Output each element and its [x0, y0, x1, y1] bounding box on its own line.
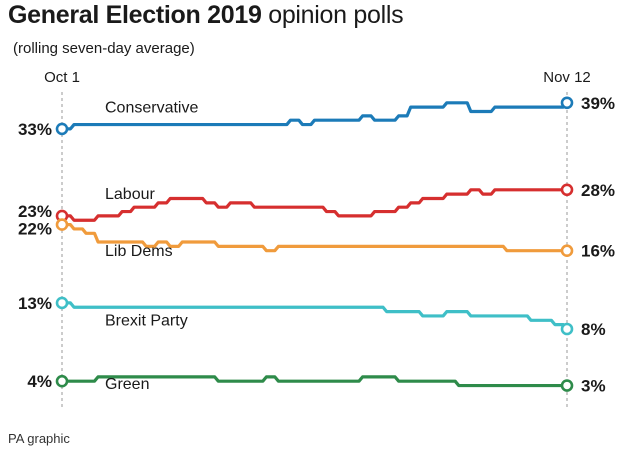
series-line-conservative [60, 101, 569, 131]
end-marker-green [560, 379, 574, 392]
source-credit: PA graphic [8, 431, 70, 446]
chart-title: General Election 2019 opinion polls [8, 1, 404, 30]
start-marker-green [55, 374, 69, 388]
series-line-green [60, 375, 569, 388]
x-end-label: Nov 12 [543, 69, 591, 86]
chart-title-light: opinion polls [268, 1, 404, 29]
start-value-labour: 23% [18, 202, 52, 221]
end-marker-lib-dems [560, 244, 574, 257]
series-label-lib-dems: Lib Dems [105, 243, 173, 260]
start-value-green: 4% [27, 372, 52, 391]
x-start-label: Oct 1 [44, 69, 80, 86]
series-label-conservative: Conservative [105, 100, 198, 117]
start-value-lib-dems: 22% [18, 220, 52, 239]
start-marker-brexit-party [55, 296, 69, 310]
end-marker-brexit-party [560, 322, 574, 336]
start-value-conservative: 33% [18, 120, 52, 139]
series-line-brexit-party [60, 301, 569, 331]
series-line-lib-dems [60, 223, 569, 253]
chart-title-bold: General Election 2019 [8, 1, 262, 29]
end-marker-conservative [560, 96, 574, 110]
end-marker-labour [560, 183, 574, 197]
series-label-brexit-party: Brexit Party [105, 312, 188, 329]
start-marker-conservative [55, 122, 69, 136]
end-value-labour: 28% [581, 181, 615, 200]
end-value-brexit-party: 8% [581, 320, 606, 339]
end-value-lib-dems: 16% [581, 242, 615, 261]
series-label-green: Green [105, 376, 149, 393]
series-line-labour [60, 188, 569, 222]
start-value-brexit-party: 13% [18, 294, 52, 313]
chart-subtitle: (rolling seven-day average) [13, 40, 195, 57]
series-label-labour: Labour [105, 186, 155, 203]
end-value-conservative: 39% [581, 94, 615, 113]
start-marker-lib-dems [55, 218, 69, 231]
end-value-green: 3% [581, 377, 606, 396]
